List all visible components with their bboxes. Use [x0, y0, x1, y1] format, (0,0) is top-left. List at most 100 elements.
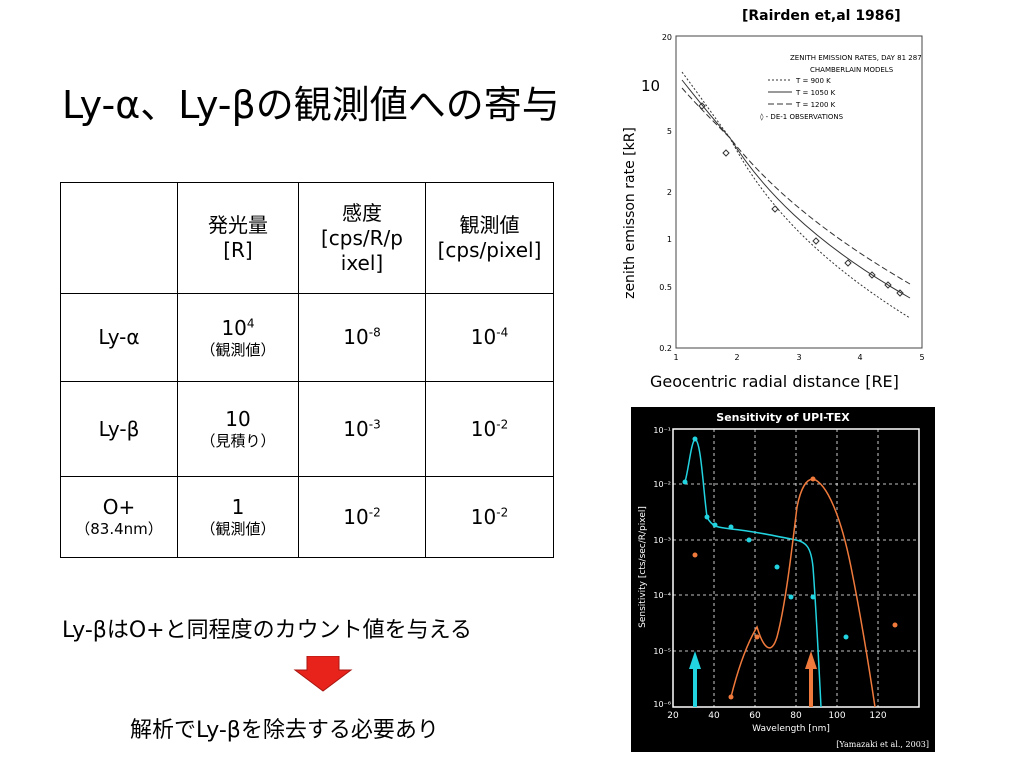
orange-point [692, 552, 698, 558]
figure1-inner-title: ZENITH EMISSION RATES, DAY 81 287 [790, 54, 922, 62]
y-tick: 10⁻² [653, 480, 671, 489]
sensitivity-cell: 10-3 [298, 381, 426, 477]
sensitivity-cell: 10-8 [298, 293, 426, 382]
x-tick: 3 [796, 353, 801, 362]
orange-point [810, 476, 816, 482]
obs-point [771, 205, 779, 213]
figure2-xlabel: Wavelength [nm] [752, 724, 830, 734]
x-tick: 40 [708, 711, 720, 721]
figure1-plot: 20 5 2 1 0.5 0.2 1 2 3 4 5 ZENITH EMISSI… [640, 26, 932, 366]
figure2-ylabel: Sensitivity [cts/sec/R/pixel] [638, 506, 648, 628]
x-tick: 2 [734, 353, 739, 362]
sens-exp: -3 [368, 416, 381, 431]
y-tick: 20 [662, 33, 672, 42]
cyan-point [774, 564, 780, 570]
row-name-sub: （83.4nm） [75, 520, 163, 539]
obs-point [844, 259, 852, 267]
sens-base: 10 [343, 325, 369, 349]
header-obs-line1: 観測値 [459, 213, 520, 237]
y-tick: 10⁻⁴ [653, 591, 671, 600]
emission-cell: 10 （見積り） [177, 381, 299, 477]
orange-point [892, 622, 898, 628]
row-name-text: Ly-α [98, 325, 140, 349]
figure1-citation: [Rairden et,al 1986] [742, 8, 901, 24]
y-tick: 1 [667, 235, 672, 244]
obs-exp: -4 [496, 325, 509, 340]
y-tick: 5 [667, 127, 672, 136]
emission-base: 10 [225, 407, 251, 432]
emission-exp: 4 [246, 315, 255, 330]
y-tick: 10⁻⁵ [653, 647, 671, 656]
cyan-point [682, 479, 688, 485]
y-tick: 0.2 [659, 344, 672, 353]
overlay-tick-label: 10 [641, 77, 661, 95]
figure1-xlabel: Geocentric radial distance [RE] [650, 372, 899, 391]
table-header-row: 発光量 [R] 感度 [cps/R/p ixel] 観測値 [cps/pixel… [60, 182, 554, 294]
cyan-point [704, 514, 710, 520]
header-sens-line3: ixel] [340, 250, 384, 275]
sens-base: 10 [343, 416, 369, 441]
obs-base: 10 [470, 416, 497, 441]
observed-cell: 10-2 [425, 476, 554, 558]
cyan-arrow-icon [689, 651, 701, 707]
header-obs-line2: [cps/pixel] [437, 238, 542, 262]
cyan-point [746, 537, 752, 543]
legend-label: T = 1050 K [795, 89, 836, 97]
emission-cell: 1 （観測値） [177, 476, 299, 558]
header-observed: 観測値 [cps/pixel] [425, 182, 554, 294]
figure1-inner-subtitle: CHAMBERLAIN MODELS [810, 66, 894, 74]
obs-exp: -2 [496, 504, 509, 519]
caption-conclusion: 解析でLy-βを除去する必要あり [130, 718, 439, 743]
orange-point [754, 634, 760, 640]
sens-base: 10 [343, 504, 369, 529]
row-name: Ly-β [60, 381, 178, 477]
y-tick: 2 [667, 188, 672, 197]
sens-exp: -8 [368, 325, 381, 340]
obs-point [722, 149, 730, 157]
x-tick: 4 [857, 353, 862, 362]
slide-title: Ly-α、Ly-βの観測値への寄与 [62, 83, 560, 127]
orange-arrow-icon [805, 651, 817, 707]
orange-series-line [730, 478, 876, 708]
obs-point [868, 271, 876, 279]
cyan-point [843, 634, 849, 640]
x-tick: 100 [828, 711, 845, 721]
header-emission-line1: 発光量 [208, 213, 268, 237]
cyan-point [712, 522, 718, 528]
down-arrow-icon [293, 656, 353, 692]
figure2-citation: [Yamazaki et al., 2003] [836, 740, 929, 749]
y-tick: 10⁻³ [653, 536, 671, 545]
obs-point [884, 281, 892, 289]
emission-note: （観測値） [200, 520, 276, 539]
cyan-point [810, 594, 816, 600]
emission-cell: 104 （観測値） [177, 293, 299, 382]
table-row-ly-alpha: Ly-α 104 （観測値） 10-8 10-4 [60, 293, 554, 382]
header-emission-line2: [R] [223, 238, 253, 262]
legend-label: T = 900 K [795, 77, 831, 85]
emission-base: 1 [231, 495, 245, 520]
x-tick: 120 [869, 711, 886, 721]
caption-main: Ly-βはO+と同程度のカウント値を与える [62, 618, 472, 643]
sensitivity-cell: 10-2 [298, 476, 426, 558]
figure2-title: Sensitivity of UPI-TEX [716, 411, 850, 424]
obs-point [698, 102, 706, 110]
x-tick: 20 [667, 711, 679, 721]
comparison-table: 発光量 [R] 感度 [cps/R/p ixel] 観測値 [cps/pixel… [60, 182, 554, 558]
header-sens-line1: 感度 [342, 200, 382, 225]
row-name-text: Ly-β [98, 416, 140, 441]
row-name: Ly-α [60, 293, 178, 382]
cyan-point [692, 436, 698, 442]
row-name: O+ （83.4nm） [60, 476, 178, 558]
obs-point [812, 237, 820, 245]
header-sens-line2: [cps/R/p [321, 225, 403, 250]
y-tick: 0.5 [659, 283, 672, 292]
cyan-points [682, 436, 849, 640]
emission-note: （見積り） [200, 432, 276, 451]
observed-cell: 10-4 [425, 293, 554, 382]
obs-point [896, 289, 904, 297]
header-sensitivity: 感度 [cps/R/p ixel] [298, 182, 426, 294]
obs-exp: -2 [496, 416, 509, 431]
curve-900k [681, 71, 911, 319]
table-row-ly-beta: Ly-β 10 （見積り） 10-3 10-2 [60, 381, 554, 477]
header-empty-cell [60, 182, 178, 294]
